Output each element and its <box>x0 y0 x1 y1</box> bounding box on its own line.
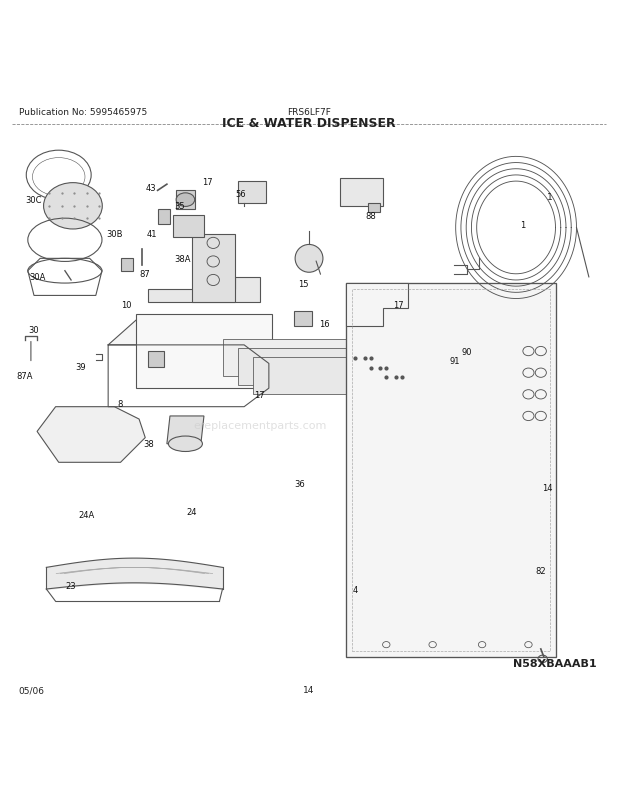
Text: 17: 17 <box>393 301 404 310</box>
Polygon shape <box>148 351 164 367</box>
Text: 14: 14 <box>542 483 552 492</box>
Text: 30A: 30A <box>29 273 45 282</box>
Text: Publication No: 5995465975: Publication No: 5995465975 <box>19 107 147 117</box>
Text: 82: 82 <box>536 566 546 575</box>
Text: 8: 8 <box>118 399 123 408</box>
Text: N58XBAAAB1: N58XBAAAB1 <box>513 658 596 668</box>
Text: 38: 38 <box>143 439 154 448</box>
Text: FRS6LF7F: FRS6LF7F <box>287 107 331 117</box>
Text: 87A: 87A <box>17 372 33 381</box>
Ellipse shape <box>169 436 202 452</box>
Text: 1: 1 <box>520 221 525 229</box>
Polygon shape <box>294 311 312 327</box>
Text: 1: 1 <box>547 192 553 202</box>
Text: 30: 30 <box>29 326 39 334</box>
Text: 4: 4 <box>353 585 358 593</box>
Text: ereplacementparts.com: ereplacementparts.com <box>193 421 326 431</box>
Text: 17: 17 <box>202 177 213 186</box>
Polygon shape <box>244 321 272 389</box>
Polygon shape <box>223 339 377 376</box>
Text: 41: 41 <box>146 230 157 239</box>
Ellipse shape <box>43 184 102 229</box>
Text: 30B: 30B <box>106 230 123 239</box>
Text: 24: 24 <box>187 508 197 516</box>
Polygon shape <box>340 179 383 207</box>
Text: 14: 14 <box>303 685 315 695</box>
Text: 91: 91 <box>449 356 459 366</box>
Text: 23: 23 <box>66 581 76 591</box>
Text: 36: 36 <box>294 480 305 489</box>
Text: 43: 43 <box>146 184 157 192</box>
Polygon shape <box>176 191 195 209</box>
Text: ICE & WATER DISPENSER: ICE & WATER DISPENSER <box>222 117 396 130</box>
Polygon shape <box>120 259 133 271</box>
Polygon shape <box>368 204 380 213</box>
Ellipse shape <box>176 193 195 207</box>
Text: 38A: 38A <box>174 254 190 264</box>
Text: 30C: 30C <box>26 196 42 205</box>
Ellipse shape <box>295 245 323 273</box>
Polygon shape <box>148 277 260 302</box>
Text: 24A: 24A <box>78 511 95 520</box>
Polygon shape <box>108 321 272 346</box>
Polygon shape <box>136 314 272 389</box>
Text: 35: 35 <box>174 202 185 211</box>
Polygon shape <box>346 284 408 327</box>
Text: 56: 56 <box>236 190 246 199</box>
Text: 05/06: 05/06 <box>19 685 45 695</box>
Polygon shape <box>157 209 170 225</box>
Polygon shape <box>346 284 556 657</box>
Polygon shape <box>167 416 204 444</box>
Text: 16: 16 <box>319 319 330 328</box>
Polygon shape <box>254 358 408 395</box>
Polygon shape <box>37 407 145 463</box>
Text: 87: 87 <box>140 270 151 279</box>
Text: 88: 88 <box>365 211 376 221</box>
Text: 10: 10 <box>122 301 132 310</box>
Polygon shape <box>238 182 266 204</box>
Polygon shape <box>173 216 204 237</box>
Text: 15: 15 <box>298 279 308 288</box>
Polygon shape <box>192 234 235 302</box>
Text: 90: 90 <box>461 347 472 356</box>
Polygon shape <box>238 349 392 386</box>
Text: 17: 17 <box>254 391 265 399</box>
Text: 39: 39 <box>75 363 86 371</box>
